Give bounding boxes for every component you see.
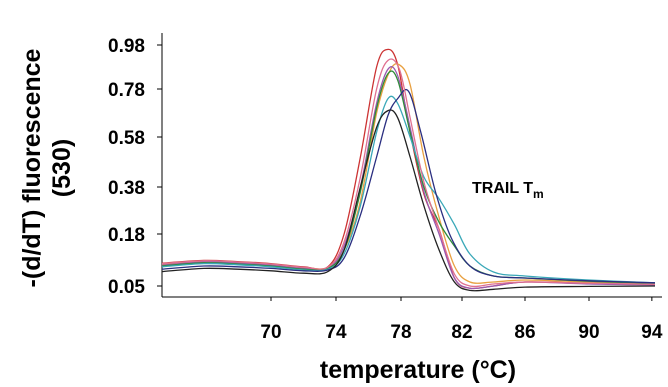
series-line-8 (161, 109, 656, 292)
series-line-7 (161, 58, 656, 288)
series-line-2 (161, 63, 656, 285)
x-tick-label: 86 (514, 322, 535, 343)
annotation-main: TRAIL T (472, 180, 533, 197)
y-tick-label: 0.38 (108, 178, 145, 199)
y-axis-title: -(d/dT) fluorescence (530) (18, 48, 76, 287)
y-tick-label: 0.58 (108, 128, 145, 149)
y-tick-label: 0.78 (108, 80, 145, 101)
annotation-trail-tm: TRAIL Tm (472, 180, 544, 201)
series-line-3 (161, 66, 656, 290)
series-line-5 (161, 95, 656, 284)
x-tick-label: 82 (451, 322, 472, 343)
y-axis-title-line-1: -(d/dT) fluorescence (18, 48, 46, 287)
plot-area: 0.05 0.18 0.38 0.58 0.78 0.98 70 74 78 82 86 90 94 (108, 33, 663, 343)
series-line-4 (161, 70, 656, 284)
y-axis-title-line-2: (530) (48, 139, 76, 197)
y-tick-label: 0.18 (108, 225, 145, 246)
x-tick-label: 90 (578, 322, 599, 343)
series-line-6 (161, 88, 656, 284)
y-tick-layer: 0.05 0.18 0.38 0.58 0.78 0.98 (108, 36, 162, 298)
x-tick-label: 70 (260, 322, 281, 343)
x-tick-label: 78 (390, 322, 411, 343)
x-tick-layer: 70 74 78 82 86 90 94 (260, 297, 663, 343)
annotation-subscript: m (533, 187, 544, 201)
x-tick-label: 94 (641, 322, 663, 343)
series-line-1 (161, 48, 656, 290)
y-tick-label: 0.98 (108, 36, 145, 57)
series-layer (161, 48, 656, 292)
x-axis-title: temperature (°C) (320, 356, 516, 384)
x-tick-label: 74 (325, 322, 347, 343)
y-tick-label: 0.05 (108, 277, 145, 298)
